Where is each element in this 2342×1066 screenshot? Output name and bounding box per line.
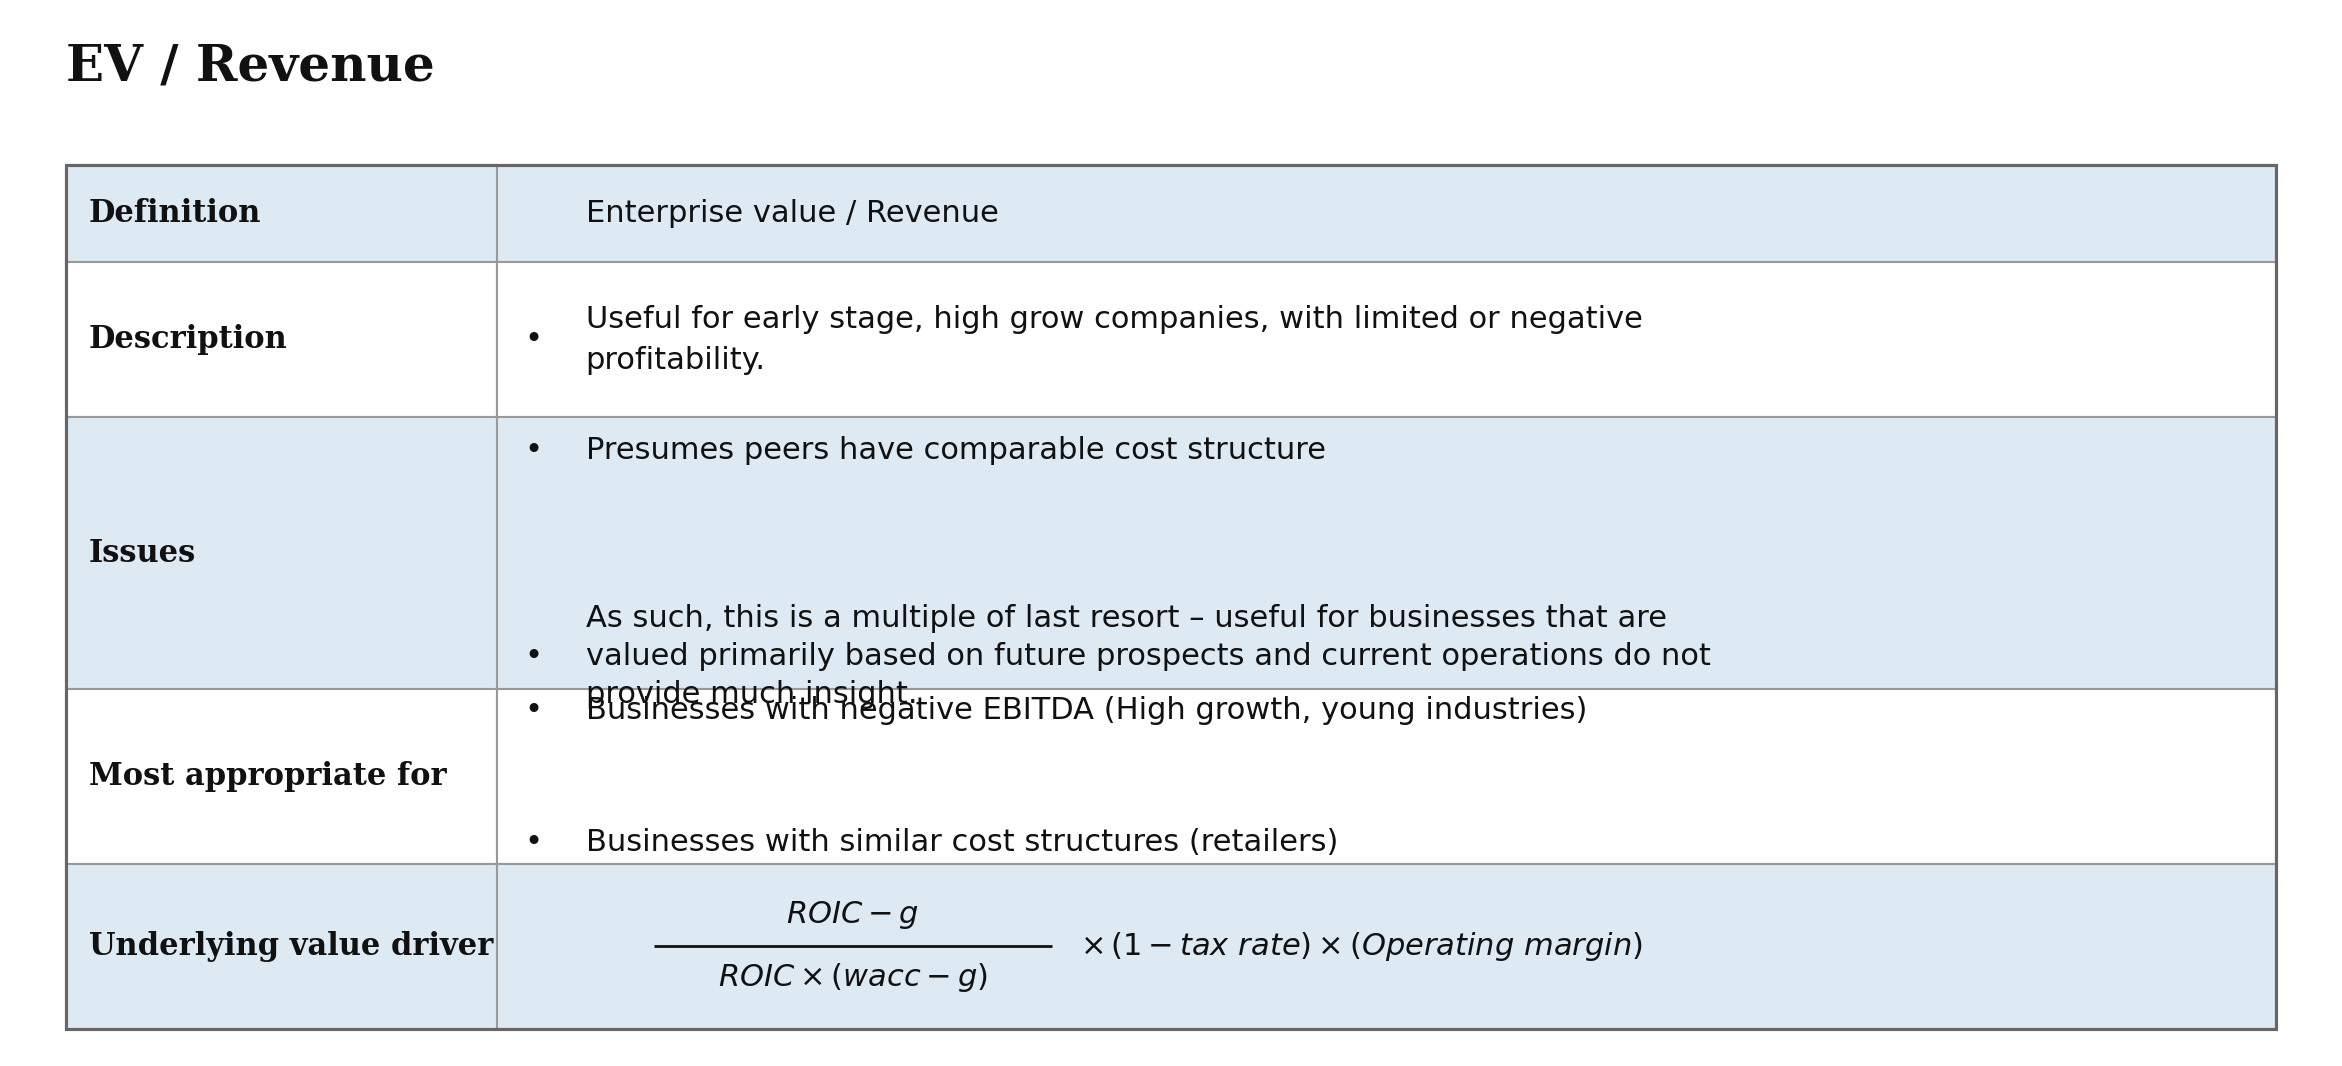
Text: •: • <box>525 696 543 725</box>
Text: Useful for early stage, high grow companies, with limited or negative
profitabil: Useful for early stage, high grow compan… <box>586 305 1642 374</box>
Text: •: • <box>525 642 543 671</box>
Text: •: • <box>525 436 543 465</box>
Text: As such, this is a multiple of last resort – useful for businesses that are
valu: As such, this is a multiple of last reso… <box>586 603 1710 709</box>
Polygon shape <box>66 165 497 262</box>
Text: Underlying value driver: Underlying value driver <box>89 931 494 962</box>
Text: Businesses with negative EBITDA (High growth, young industries): Businesses with negative EBITDA (High gr… <box>586 696 1588 725</box>
Text: $\mathit{ROIC}\times(\mathit{wacc}-\mathit{g})$: $\mathit{ROIC}\times(\mathit{wacc}-\math… <box>717 962 988 995</box>
Polygon shape <box>497 262 2276 418</box>
Text: Businesses with similar cost structures (retailers): Businesses with similar cost structures … <box>586 828 1337 857</box>
Polygon shape <box>497 689 2276 863</box>
Polygon shape <box>66 863 497 1029</box>
Text: $\times\,(1-\mathit{tax\ rate})\times(\mathit{Operating\ margin})$: $\times\,(1-\mathit{tax\ rate})\times(\m… <box>1080 930 1642 963</box>
Text: Issues: Issues <box>89 538 197 569</box>
Text: Definition: Definition <box>89 198 262 229</box>
Polygon shape <box>497 863 2276 1029</box>
Text: Enterprise value / Revenue: Enterprise value / Revenue <box>586 199 998 228</box>
Polygon shape <box>66 689 497 863</box>
Text: EV / Revenue: EV / Revenue <box>66 43 433 92</box>
Polygon shape <box>66 262 497 418</box>
Polygon shape <box>497 165 2276 262</box>
Text: Most appropriate for: Most appropriate for <box>89 761 447 792</box>
Polygon shape <box>497 418 2276 689</box>
Text: Presumes peers have comparable cost structure: Presumes peers have comparable cost stru… <box>586 436 1326 465</box>
Text: Description: Description <box>89 324 288 355</box>
Text: •: • <box>525 828 543 857</box>
Text: $\mathit{ROIC}-\mathit{g}$: $\mathit{ROIC}-\mathit{g}$ <box>787 899 918 931</box>
Text: •: • <box>525 325 543 354</box>
Polygon shape <box>66 418 497 689</box>
